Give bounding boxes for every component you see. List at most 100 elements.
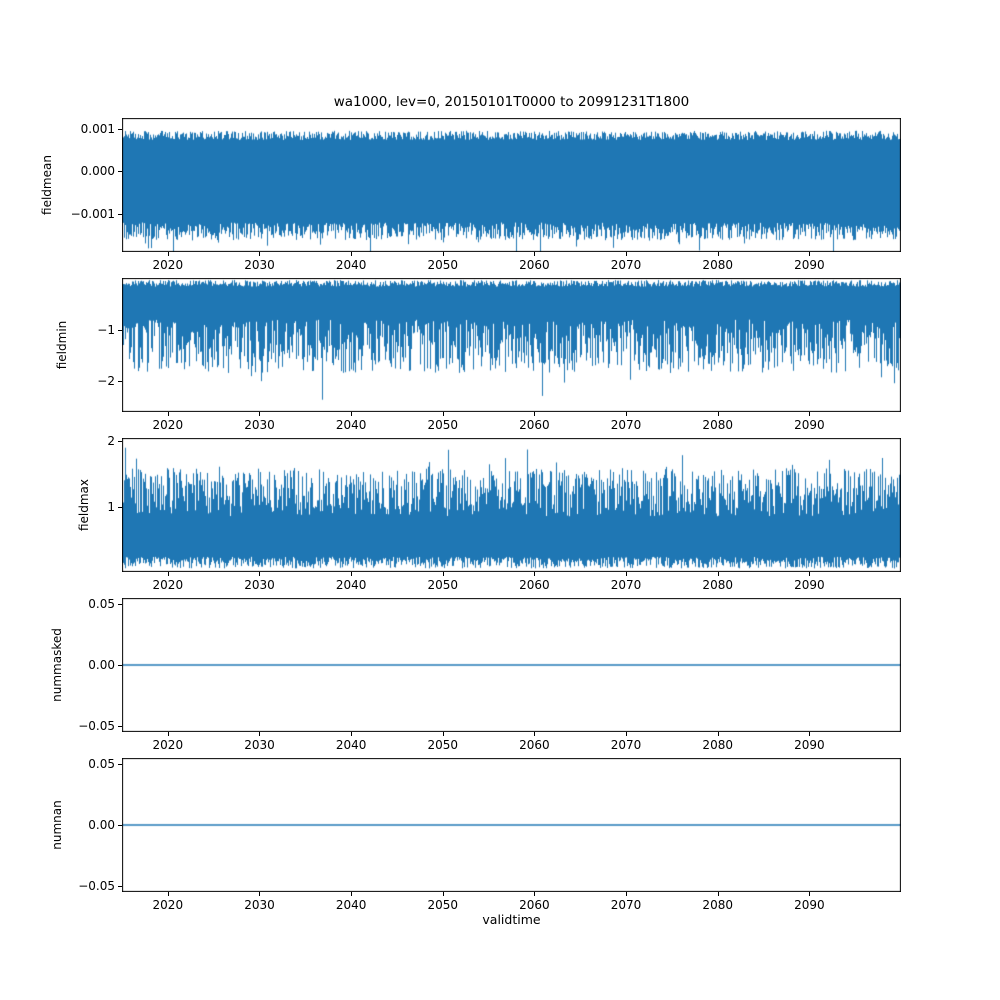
x-tick-mark — [626, 572, 627, 576]
x-tick-mark — [351, 252, 352, 256]
fieldmin-y-axis-label: fieldmin — [55, 320, 69, 370]
x-tick-mark — [626, 252, 627, 256]
x-tick-label: 2080 — [702, 578, 733, 592]
y-tick-label: 0.05 — [88, 597, 115, 612]
x-tick-label: 2050 — [427, 898, 459, 912]
x-tick-mark — [534, 252, 535, 256]
x-tick-label: 2080 — [702, 418, 733, 432]
x-tick-label: 2070 — [610, 578, 642, 592]
x-tick-label: 2020 — [152, 898, 184, 912]
y-tick-label: −0.05 — [78, 878, 115, 893]
y-tick-label: −1 — [97, 322, 115, 337]
figure-title: wa1000, lev=0, 20150101T0000 to 20991231… — [333, 94, 690, 110]
y-tick-label: 1 — [107, 499, 115, 514]
x-tick-label: 2050 — [427, 578, 459, 592]
y-tick-label: 0.00 — [88, 658, 115, 672]
numnan-y-axis-label: numnan — [50, 800, 64, 850]
y-tick-mark — [118, 604, 122, 605]
x-tick-label: 2080 — [702, 258, 733, 272]
x-tick-label: 2090 — [794, 578, 825, 592]
x-tick-mark — [259, 572, 260, 576]
y-tick-label: 2 — [107, 434, 115, 449]
fieldmax-plot-canvas — [122, 438, 901, 572]
y-tick-mark — [118, 129, 122, 130]
y-tick-label: −0.001 — [70, 206, 115, 221]
x-tick-label: 2090 — [794, 258, 825, 272]
x-tick-label: 2030 — [244, 738, 275, 752]
x-tick-label: 2070 — [610, 258, 642, 272]
y-tick-mark — [118, 726, 122, 727]
x-tick-mark — [809, 572, 810, 576]
fieldmin-plot-canvas — [122, 278, 901, 412]
x-tick-label: 2050 — [427, 258, 459, 272]
fieldmean-plot-canvas — [122, 118, 901, 252]
x-tick-label: 2070 — [610, 898, 642, 912]
x-tick-mark — [168, 252, 169, 256]
y-tick-label: 0.000 — [80, 164, 115, 179]
x-tick-label: 2060 — [519, 738, 550, 752]
x-tick-label: 2020 — [152, 738, 184, 752]
x-tick-mark — [534, 732, 535, 736]
y-tick-mark — [118, 507, 122, 508]
y-tick-label: −2 — [97, 374, 115, 389]
y-tick-mark — [118, 214, 122, 215]
x-tick-label: 2090 — [794, 418, 825, 432]
x-tick-label: 2070 — [610, 738, 642, 752]
nummasked-y-axis-label: nummasked — [50, 628, 64, 702]
x-tick-label: 2070 — [610, 418, 642, 432]
x-tick-mark — [351, 412, 352, 416]
x-tick-mark — [443, 412, 444, 416]
x-tick-mark — [718, 252, 719, 256]
x-tick-label: 2030 — [244, 258, 275, 272]
x-tick-mark — [626, 412, 627, 416]
x-tick-mark — [351, 732, 352, 736]
x-tick-mark — [168, 572, 169, 576]
x-tick-label: 2030 — [244, 578, 275, 592]
x-tick-mark — [168, 892, 169, 896]
y-tick-mark — [118, 825, 122, 826]
x-tick-label: 2030 — [244, 898, 275, 912]
x-tick-label: 2050 — [427, 738, 459, 752]
x-tick-mark — [534, 412, 535, 416]
x-tick-mark — [443, 732, 444, 736]
x-tick-mark — [168, 412, 169, 416]
x-axis-label: validtime — [482, 912, 541, 927]
x-tick-mark — [809, 732, 810, 736]
x-tick-mark — [259, 732, 260, 736]
fieldmean-y-axis-label: fieldmean — [40, 155, 54, 215]
x-tick-mark — [443, 572, 444, 576]
x-tick-mark — [626, 892, 627, 896]
x-tick-mark — [443, 892, 444, 896]
x-tick-mark — [534, 892, 535, 896]
x-tick-mark — [809, 412, 810, 416]
x-tick-mark — [534, 572, 535, 576]
x-tick-label: 2040 — [335, 898, 367, 912]
x-tick-mark — [168, 732, 169, 736]
x-tick-label: 2020 — [152, 418, 184, 432]
x-tick-mark — [351, 892, 352, 896]
x-tick-mark — [809, 892, 810, 896]
y-tick-label: 0.00 — [88, 818, 115, 832]
x-tick-mark — [351, 572, 352, 576]
x-tick-label: 2060 — [519, 418, 550, 432]
x-tick-label: 2020 — [152, 258, 184, 272]
x-tick-label: 2040 — [335, 418, 367, 432]
x-tick-mark — [259, 412, 260, 416]
x-tick-label: 2090 — [794, 738, 825, 752]
x-tick-label: 2080 — [702, 898, 733, 912]
x-tick-label: 2080 — [702, 738, 733, 752]
x-tick-label: 2060 — [519, 578, 550, 592]
y-tick-mark — [118, 886, 122, 887]
x-tick-mark — [259, 252, 260, 256]
y-tick-mark — [118, 441, 122, 442]
x-tick-mark — [718, 732, 719, 736]
x-tick-mark — [259, 892, 260, 896]
x-tick-label: 2050 — [427, 418, 459, 432]
x-tick-label: 2060 — [519, 898, 550, 912]
nummasked-plot-canvas — [122, 598, 901, 732]
numnan-plot-canvas — [122, 758, 901, 892]
y-tick-label: 0.05 — [88, 757, 115, 772]
x-tick-mark — [718, 892, 719, 896]
x-tick-label: 2040 — [335, 738, 367, 752]
x-tick-mark — [718, 572, 719, 576]
